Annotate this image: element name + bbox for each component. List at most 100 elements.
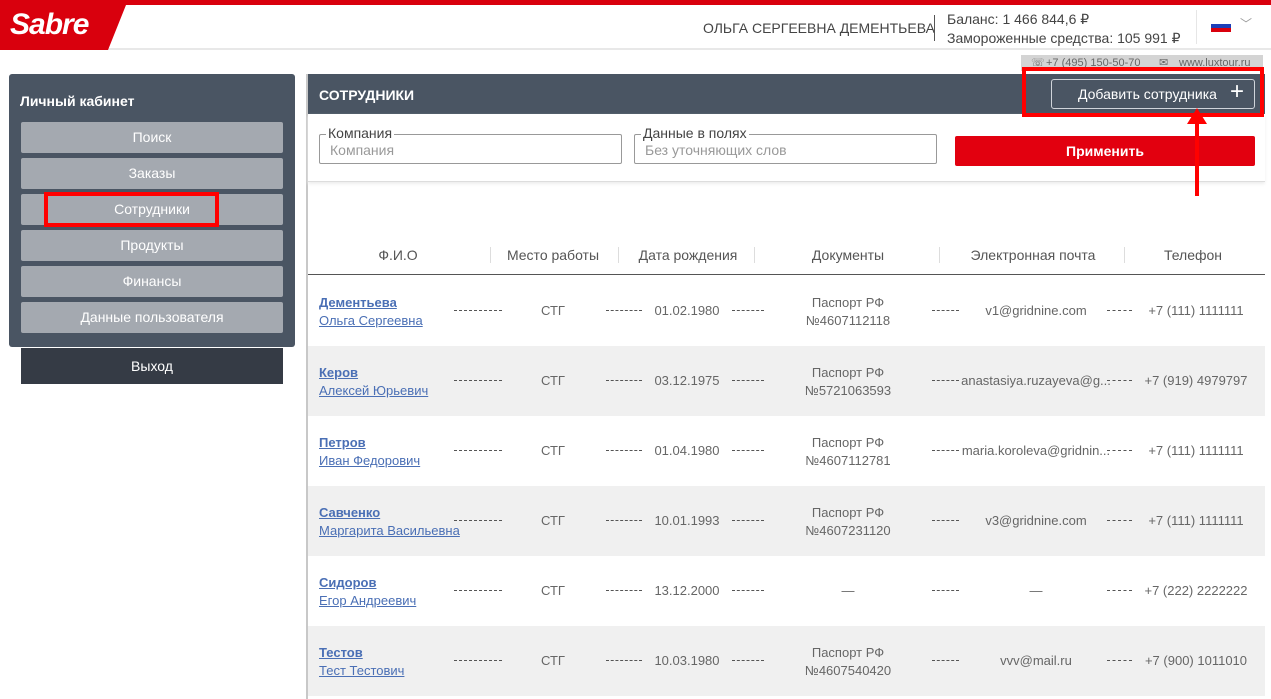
dotted-leader: [454, 590, 502, 591]
dob-cell: 10.03.1980: [654, 653, 720, 668]
dotted-leader: [454, 380, 502, 381]
documents-cell: Паспорт РФ №4607540420: [778, 644, 918, 680]
column-header-documents[interactable]: Документы: [811, 247, 885, 263]
dotted-leader: [732, 450, 764, 451]
dotted-leader: [932, 380, 959, 381]
documents-cell: Паспорт РФ №4607112118: [778, 294, 918, 330]
document-number: №5721063593: [804, 383, 892, 398]
column-header-work[interactable]: Место работы: [506, 247, 600, 263]
phone-cell: +7 (919) 4979797: [1144, 373, 1248, 388]
annotation-highlight: [1022, 67, 1264, 117]
sidebar-item-products[interactable]: Продукты: [21, 230, 283, 261]
divider: [939, 247, 940, 263]
mail-icon: ✉: [1159, 57, 1169, 69]
page-title: СОТРУДНИКИ: [319, 87, 415, 103]
dotted-leader: [732, 660, 764, 661]
employee-last-name-link[interactable]: Дементьева: [319, 295, 397, 310]
employee-last-name-link[interactable]: Сидоров: [319, 575, 377, 590]
employee-first-name-link[interactable]: Иван Федорович: [319, 453, 421, 468]
apply-button[interactable]: Применить: [955, 136, 1255, 166]
employee-name: Керов Алексей Юрьевич: [319, 364, 428, 400]
document-number: №4607231120: [805, 523, 891, 538]
fields-label: Данные в полях: [641, 125, 749, 141]
divider: [618, 247, 619, 263]
document-number: №4607540420: [804, 663, 892, 678]
contact-website[interactable]: www.luxtour.ru: [1179, 57, 1251, 69]
sidebar-item-orders[interactable]: Заказы: [21, 158, 283, 189]
company-field[interactable]: Компания: [319, 125, 622, 164]
employee-last-name-link[interactable]: Керов: [319, 365, 359, 380]
dotted-leader: [606, 450, 642, 451]
dob-cell: 10.01.1993: [654, 513, 720, 528]
dob-cell: 01.04.1980: [654, 443, 720, 458]
column-header-phone[interactable]: Телефон: [1163, 247, 1223, 263]
column-header-dob[interactable]: Дата рождения: [638, 247, 738, 263]
document-number: №4607112781: [805, 453, 891, 468]
employee-last-name-link[interactable]: Савченко: [319, 505, 381, 520]
annotation-highlight: [44, 192, 219, 227]
dotted-leader: [732, 590, 764, 591]
phone-cell: +7 (222) 2222222: [1144, 583, 1248, 598]
documents-cell: —: [841, 583, 855, 598]
sidebar-item-search[interactable]: Поиск: [21, 122, 283, 153]
divider: [754, 247, 755, 263]
dotted-leader: [732, 520, 764, 521]
header-divider: [308, 274, 1265, 275]
divider: [934, 15, 935, 41]
company-input[interactable]: [330, 142, 610, 158]
documents-cell: Паспорт РФ №5721063593: [778, 364, 918, 400]
dob-cell: 01.02.1980: [654, 303, 720, 318]
dotted-leader: [932, 590, 959, 591]
employee-first-name-link[interactable]: Ольга Сергеевна: [319, 313, 423, 328]
sidebar-item-employees[interactable]: Сотрудники: [21, 194, 283, 225]
document-number: №4607112118: [805, 313, 891, 328]
work-cell: СТГ: [541, 513, 565, 528]
logout-button[interactable]: Выход: [21, 348, 283, 384]
chevron-down-icon[interactable]: ﹀: [1240, 17, 1253, 31]
column-header-email[interactable]: Электронная почта: [970, 247, 1096, 263]
fields-input[interactable]: [645, 142, 925, 158]
documents-cell: Паспорт РФ №4607112781: [778, 434, 918, 470]
fields-field[interactable]: Данные в полях: [634, 125, 937, 164]
add-employee-button[interactable]: Добавить сотрудника +: [1051, 78, 1255, 109]
employee-last-name-link[interactable]: Петров: [319, 435, 366, 450]
table-row: Сидоров Егор Андреевич СТГ 13.12.2000 — —…: [308, 556, 1265, 626]
column-header-name[interactable]: Ф.И.О: [378, 247, 418, 263]
divider: [490, 247, 491, 263]
employee-name: Тестов Тест Тестович: [319, 644, 404, 680]
email-cell: vvv@mail.ru: [1000, 653, 1072, 668]
phone-cell: +7 (111) 1111111: [1148, 303, 1244, 318]
user-name[interactable]: ОЛЬГА СЕРГЕЕВНА ДЕМЕНТЬЕВА: [703, 20, 935, 36]
table-row: Савченко Маргарита Васильевна СТГ 10.01.1…: [308, 486, 1265, 556]
employee-last-name-link[interactable]: Тестов: [319, 645, 363, 660]
panel-header: СОТРУДНИКИ Добавить сотрудника +: [308, 74, 1265, 114]
phone-icon: ☏: [1031, 57, 1045, 69]
email-cell: —: [1029, 583, 1043, 598]
email-cell: anastasiya.ruzayeva@g...: [961, 373, 1111, 388]
dotted-leader: [732, 310, 764, 311]
sidebar-item-finance[interactable]: Финансы: [21, 266, 283, 297]
sabre-logo[interactable]: Sabre: [0, 0, 128, 50]
document-type: Паспорт РФ: [811, 505, 885, 520]
employee-name: Савченко Маргарита Васильевна: [319, 504, 460, 540]
dotted-leader: [454, 450, 502, 451]
dob-cell: 03.12.1975: [654, 373, 720, 388]
dotted-leader: [1107, 520, 1132, 521]
russian-flag-icon[interactable]: [1211, 20, 1231, 32]
employee-name: Петров Иван Федорович: [319, 434, 420, 470]
dotted-leader: [454, 520, 502, 521]
table-row: Дементьева Ольга Сергеевна СТГ 01.02.1980…: [308, 276, 1265, 346]
dotted-leader: [1107, 450, 1132, 451]
employee-first-name-link[interactable]: Егор Андреевич: [319, 593, 417, 608]
work-cell: СТГ: [541, 653, 565, 668]
work-cell: СТГ: [541, 303, 565, 318]
documents-cell: Паспорт РФ №4607231120: [778, 504, 918, 540]
annotation-arrow: [1195, 118, 1199, 196]
employee-first-name-link[interactable]: Алексей Юрьевич: [319, 383, 429, 398]
sidebar-item-user-data[interactable]: Данные пользователя: [21, 302, 283, 333]
employee-first-name-link[interactable]: Маргарита Васильевна: [319, 523, 460, 538]
document-type: Паспорт РФ: [811, 645, 885, 660]
balance-info: Баланс: 1 466 844,6 ₽ Замороженные средст…: [947, 10, 1181, 48]
employee-first-name-link[interactable]: Тест Тестович: [319, 663, 405, 678]
work-cell: СТГ: [541, 373, 565, 388]
